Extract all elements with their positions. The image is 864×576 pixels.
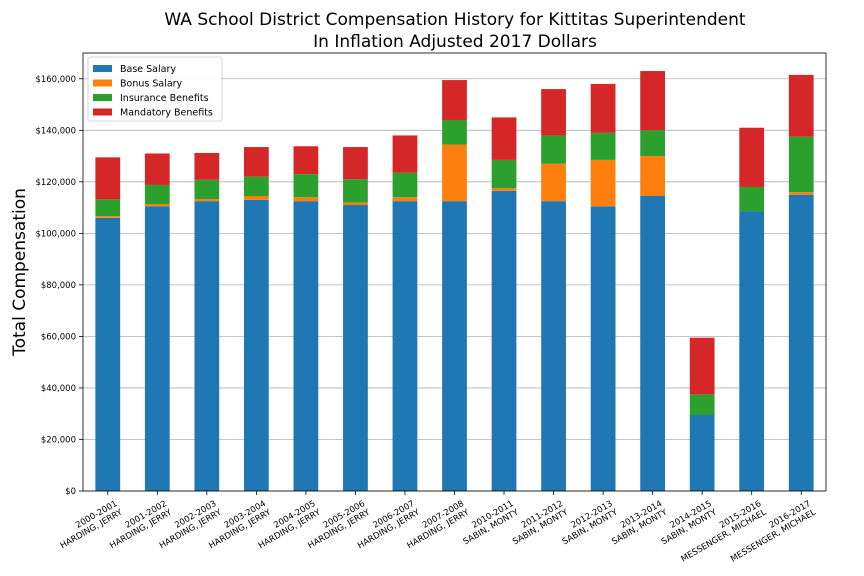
bar-insurance-benefits: [144, 184, 170, 205]
bar-insurance-benefits: [95, 199, 121, 217]
bar-base-salary: [689, 414, 715, 491]
y-axis-label: Total Compensation: [10, 188, 30, 357]
bar-base-salary: [95, 217, 121, 492]
bar-bonus-salary: [788, 192, 814, 195]
bar-bonus-salary: [640, 156, 666, 196]
bar-insurance-benefits: [689, 394, 715, 415]
bar-mandatory-benefits: [95, 157, 121, 200]
bar-insurance-benefits: [541, 135, 566, 164]
bar-bonus-salary: [293, 197, 319, 202]
bar-base-salary: [491, 190, 517, 491]
legend-label: Insurance Benefits: [120, 93, 209, 104]
y-tick-label: $120,000: [35, 178, 76, 188]
bar-mandatory-benefits: [392, 135, 418, 173]
bar-base-salary: [392, 201, 418, 491]
bar-mandatory-benefits: [491, 117, 517, 160]
legend-label: Base Salary: [120, 64, 176, 75]
y-tick-label: $20,000: [41, 435, 76, 445]
bar-base-salary: [442, 201, 467, 491]
chart-title: WA School District Compensation History …: [164, 10, 745, 30]
bar-mandatory-benefits: [144, 153, 170, 185]
bar-mandatory-benefits: [194, 152, 220, 180]
bar-base-salary: [788, 194, 814, 492]
bar-mandatory-benefits: [343, 147, 368, 180]
bar-mandatory-benefits: [640, 71, 666, 131]
chart-subtitle: In Inflation Adjusted 2017 Dollars: [313, 32, 597, 52]
bar-base-salary: [640, 195, 666, 491]
bar-mandatory-benefits: [739, 127, 765, 187]
bar-bonus-salary: [491, 188, 517, 191]
y-tick-label: $100,000: [35, 229, 76, 239]
bars: [95, 71, 814, 492]
bar-base-salary: [144, 206, 170, 492]
bar-base-salary: [739, 211, 765, 491]
bar-base-salary: [590, 206, 616, 492]
y-tick-label: $60,000: [41, 332, 76, 342]
bar-mandatory-benefits: [590, 83, 616, 133]
bar-insurance-benefits: [194, 179, 220, 200]
bar-bonus-salary: [343, 202, 368, 206]
bar-mandatory-benefits: [788, 74, 814, 137]
bar-insurance-benefits: [640, 130, 666, 157]
y-tick-label: $40,000: [41, 384, 76, 394]
bar-mandatory-benefits: [243, 147, 269, 177]
bar-bonus-salary: [95, 216, 121, 218]
y-axis: $0 $20,000 $40,000 $60,000 $80,000 $100,000 $1…: [35, 75, 83, 497]
legend-frame: [87, 56, 223, 122]
bar-mandatory-benefits: [442, 80, 467, 120]
y-tick-label: $160,000: [35, 75, 76, 85]
bar-bonus-salary: [442, 144, 467, 202]
bar-base-salary: [194, 201, 220, 491]
y-tick-label: $80,000: [41, 281, 76, 291]
bar-base-salary: [293, 201, 319, 491]
y-tick-label: $0: [65, 487, 76, 497]
bar-insurance-benefits: [442, 119, 467, 145]
legend-swatch: [93, 94, 112, 101]
legend: Base Salary Bonus Salary Insurance Benefit…: [87, 56, 223, 122]
y-tick-label: $140,000: [35, 126, 76, 136]
bar-base-salary: [343, 205, 368, 491]
bar-mandatory-benefits: [293, 146, 319, 175]
bar-base-salary: [541, 201, 566, 491]
legend-label: Bonus Salary: [120, 79, 183, 90]
legend-swatch: [93, 108, 112, 116]
bar-bonus-salary: [392, 197, 418, 202]
bar-base-salary: [243, 199, 269, 491]
bar-bonus-salary: [243, 195, 269, 200]
legend-swatch: [93, 65, 112, 72]
bar-insurance-benefits: [243, 176, 269, 196]
bar-bonus-salary: [144, 204, 170, 207]
bar-bonus-salary: [194, 199, 220, 202]
bar-insurance-benefits: [293, 174, 319, 198]
bar-bonus-salary: [590, 159, 616, 207]
legend-swatch: [93, 79, 112, 87]
bar-insurance-benefits: [739, 186, 765, 212]
bar-insurance-benefits: [392, 172, 418, 198]
bar-insurance-benefits: [590, 132, 616, 160]
bar-bonus-salary: [541, 163, 566, 202]
bar-insurance-benefits: [491, 159, 517, 189]
legend-label: Mandatory Benefits: [120, 108, 213, 119]
bar-mandatory-benefits: [689, 337, 715, 395]
bar-mandatory-benefits: [541, 89, 566, 136]
bar-insurance-benefits: [343, 179, 368, 203]
bar-insurance-benefits: [788, 136, 814, 193]
